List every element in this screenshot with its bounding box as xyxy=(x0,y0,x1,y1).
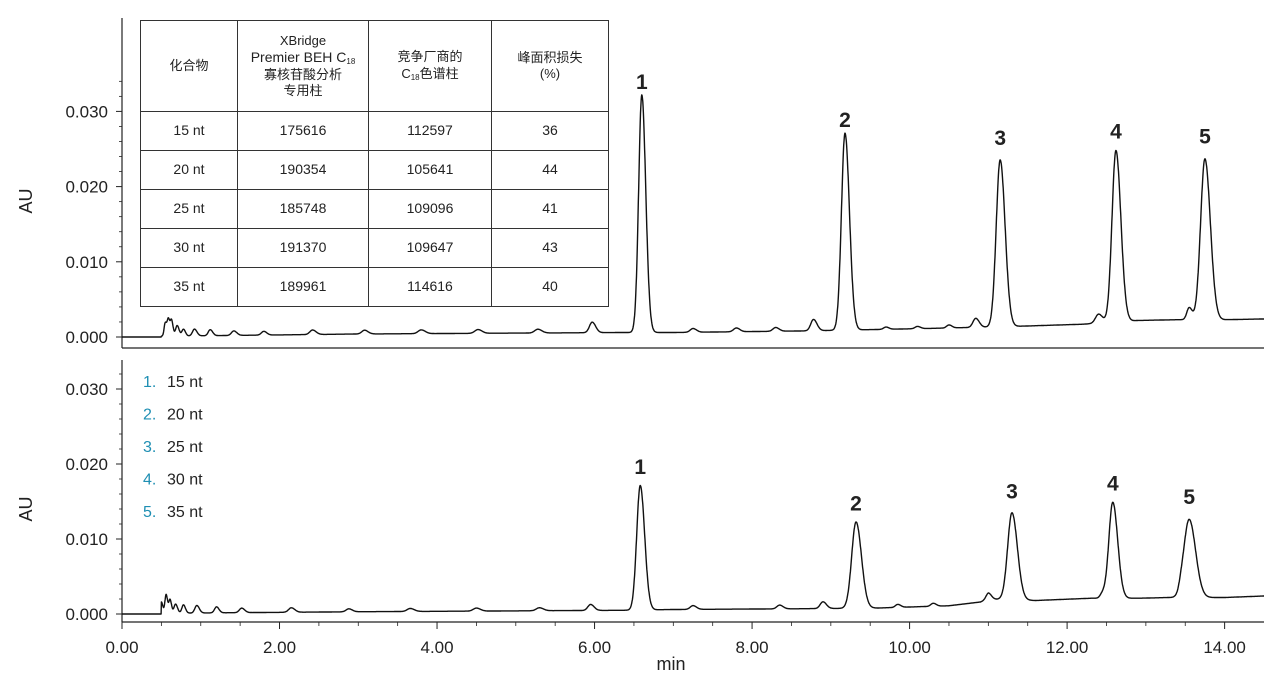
y-tick-label: 0.030 xyxy=(65,380,108,399)
peak-label: 1 xyxy=(634,456,646,479)
peak-label: 4 xyxy=(1110,120,1122,143)
table-row: 35 nt 189961 114616 40 xyxy=(140,267,609,307)
chromatogram-panel: 0.000 0.010 0.020 0.030 AU 1 2 3 4 5 xyxy=(16,18,1265,349)
table-header-row: 化合物 XBridge Premier BEH C18 寡核苷酸分析 专用柱 竞… xyxy=(140,20,609,112)
table-header-loss: 峰面积损失 (%) xyxy=(491,20,609,112)
table-cell: 175616 xyxy=(237,111,369,151)
peak-label: 2 xyxy=(839,109,851,132)
y-tick-label: 0.030 xyxy=(65,102,108,121)
table-row: 30 nt 191370 109647 43 xyxy=(140,228,609,268)
y-axis-label: AU xyxy=(16,496,36,521)
table-cell: 114616 xyxy=(368,267,492,307)
table-cell: 185748 xyxy=(237,189,369,229)
legend-number: 1. xyxy=(143,374,156,391)
chromatogram-trace xyxy=(121,484,1265,615)
table-cell: 43 xyxy=(491,228,609,268)
legend-number: 5. xyxy=(143,504,156,521)
peak-label: 5 xyxy=(1183,486,1195,509)
legend-label: 25 nt xyxy=(167,439,203,456)
legend: 1. 15 nt 2. 20 nt 3. 25 nt 4. 30 nt 5. 35 nt xyxy=(143,374,203,521)
x-tick-label: 12.00 xyxy=(1046,638,1089,657)
table-cell: 190354 xyxy=(237,150,369,190)
x-tick-label: 0.00 xyxy=(105,638,138,657)
y-tick-label: 0.010 xyxy=(65,530,108,549)
table-cell: 191370 xyxy=(237,228,369,268)
table-header-compound: 化合物 xyxy=(140,20,238,112)
x-tick-label: 14.00 xyxy=(1203,638,1246,657)
table-cell: 41 xyxy=(491,189,609,229)
legend-label: 35 nt xyxy=(167,504,203,521)
y-tick-label: 0.000 xyxy=(65,605,108,624)
peak-area-table: 化合物 XBridge Premier BEH C18 寡核苷酸分析 专用柱 竞… xyxy=(140,20,609,307)
table-cell: 15 nt xyxy=(140,111,238,151)
table-cell: 112597 xyxy=(368,111,492,151)
table-cell: 109647 xyxy=(368,228,492,268)
table-row: 15 nt 175616 112597 36 xyxy=(140,111,609,151)
y-tick-label: 0.020 xyxy=(65,455,108,474)
table-cell: 30 nt xyxy=(140,228,238,268)
legend-number: 4. xyxy=(143,472,156,489)
x-tick-label: 10.00 xyxy=(888,638,931,657)
legend-number: 2. xyxy=(143,407,156,424)
y-tick-label: 0.010 xyxy=(65,253,108,272)
chromatogram-panel: 0.000 0.010 0.020 0.030 AU 0.00 2.00 4.00 6.00 8.… xyxy=(16,360,1265,674)
table-cell: 25 nt xyxy=(140,189,238,229)
x-axis-label: min xyxy=(656,654,685,674)
table-header-competitor: 竞争厂商的 C18色谱柱 xyxy=(368,20,492,112)
legend-number: 3. xyxy=(143,439,156,456)
y-axis-label: AU xyxy=(16,188,36,213)
table-cell: 40 xyxy=(491,267,609,307)
table-cell: 189961 xyxy=(237,267,369,307)
table-cell: 20 nt xyxy=(140,150,238,190)
legend-label: 20 nt xyxy=(167,407,203,424)
peak-label: 3 xyxy=(994,127,1006,150)
x-tick-label: 2.00 xyxy=(263,638,296,657)
legend-label: 15 nt xyxy=(167,374,203,391)
legend-label: 30 nt xyxy=(167,472,203,489)
table-cell: 109096 xyxy=(368,189,492,229)
table-cell: 105641 xyxy=(368,150,492,190)
table-cell: 44 xyxy=(491,150,609,190)
table-cell: 36 xyxy=(491,111,609,151)
peak-label: 4 xyxy=(1107,472,1119,495)
x-tick-label: 4.00 xyxy=(420,638,453,657)
table-header-xbridge: XBridge Premier BEH C18 寡核苷酸分析 专用柱 xyxy=(237,20,369,112)
peak-label: 3 xyxy=(1006,481,1018,504)
table-row: 20 nt 190354 105641 44 xyxy=(140,150,609,190)
chromatogram-trace xyxy=(121,94,1265,338)
x-tick-label: 6.00 xyxy=(578,638,611,657)
peak-label: 5 xyxy=(1199,126,1211,149)
x-tick-label: 8.00 xyxy=(736,638,769,657)
y-tick-label: 0.000 xyxy=(65,328,108,347)
peak-label: 2 xyxy=(850,493,862,516)
table-row: 25 nt 185748 109096 41 xyxy=(140,189,609,229)
y-tick-label: 0.020 xyxy=(65,178,108,197)
peak-label: 1 xyxy=(636,71,648,94)
table-cell: 35 nt xyxy=(140,267,238,307)
